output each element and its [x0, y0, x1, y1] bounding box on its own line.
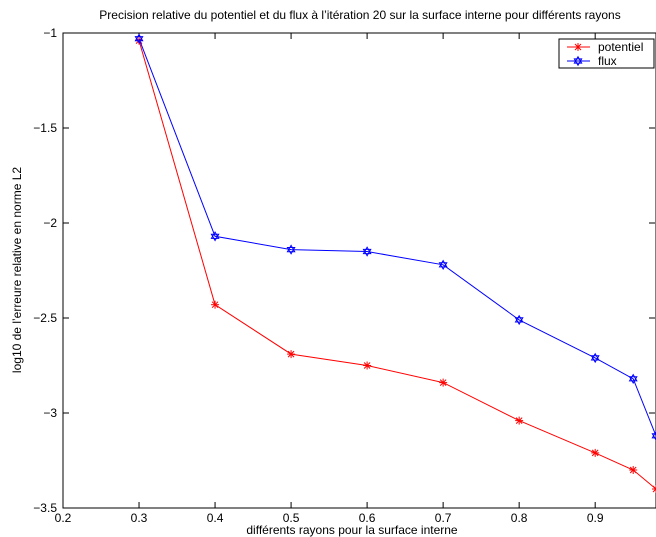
data-point-potentiel-stroke	[629, 466, 637, 474]
y-tick-label: −3	[43, 406, 57, 420]
data-point-potentiel	[363, 361, 372, 370]
x-axis: 0.2 0.3 0.4 0.5 0.6 0.7 0.8 0.9	[55, 33, 604, 525]
data-point-potentiel-stroke	[591, 449, 599, 457]
data-point-potentiel	[515, 416, 524, 425]
x-tick-label: 0.7	[435, 511, 452, 525]
legend-label-flux: flux	[598, 54, 617, 68]
data-point-flux	[134, 33, 144, 44]
data-point-potentiel-stroke	[287, 350, 295, 358]
y-axis-label: log10 de l’erreure relative en norme L2	[10, 167, 24, 373]
data-point-flux-tri-down	[210, 233, 220, 242]
data-point-flux	[651, 430, 656, 441]
data-point-flux-tri-up	[286, 244, 296, 253]
data-point-flux-tri-down	[438, 262, 448, 270]
y-tick-label: −2.5	[33, 311, 57, 325]
y-tick-label: −3.5	[33, 501, 57, 515]
data-point-potentiel-stroke	[211, 301, 219, 309]
data-point-flux-tri-up	[362, 246, 372, 255]
data-point-flux-tri-up	[438, 259, 448, 268]
data-point-flux-tri-down	[286, 247, 296, 255]
y-tick-label: −1	[43, 26, 57, 40]
x-tick-label: 0.8	[511, 511, 528, 525]
legend: potentiel flux	[558, 38, 655, 69]
x-axis-label: différents rayons pour la surface intern…	[246, 523, 458, 537]
data-point-flux-tri-up	[628, 373, 638, 382]
chart-title: Precision relative du potentiel et du fl…	[99, 8, 620, 22]
data-point-potentiel-stroke	[363, 362, 371, 369]
series-layer	[134, 33, 656, 493]
data-point-flux-tri-up	[651, 430, 656, 439]
x-tick-label: 0.3	[131, 511, 148, 525]
data-point-potentiel	[629, 466, 638, 474]
legend-marker-glyph-tri-up	[573, 55, 583, 64]
legend-marker-flux	[573, 55, 583, 67]
data-point-potentiel	[439, 378, 448, 387]
data-point-flux-tri-down	[134, 36, 144, 44]
data-point-potentiel-stroke	[515, 417, 523, 424]
x-tick-label: 0.4	[207, 511, 224, 525]
legend-marker-potentiel	[574, 43, 582, 51]
y-axis: −1 −1.5 −2 −2.5 −3 −3.5	[33, 26, 655, 515]
data-point-flux	[438, 259, 448, 270]
data-point-potentiel	[591, 448, 600, 457]
x-tick-label: 0.6	[359, 511, 376, 525]
x-tick-label: 0.5	[283, 511, 300, 525]
x-tick-label: 0.9	[587, 511, 604, 525]
legend-label-potentiel: potentiel	[598, 40, 643, 54]
x-tick-label: 0.2	[55, 511, 72, 525]
data-point-flux-tri-up	[134, 33, 144, 42]
y-tick-label: −2	[43, 216, 57, 230]
data-point-flux-tri-down	[628, 376, 638, 385]
plot-area	[62, 32, 656, 509]
data-point-flux-tri-up	[514, 314, 524, 323]
data-point-flux	[628, 373, 638, 385]
data-point-potentiel	[211, 300, 220, 309]
data-point-potentiel	[652, 485, 656, 493]
legend-marker-glyph	[573, 55, 583, 67]
y-tick-label: −1.5	[33, 121, 57, 135]
data-point-potentiel	[287, 350, 296, 359]
data-point-flux-tri-up	[590, 352, 600, 361]
legend-marker-glyph-stroke	[574, 43, 582, 51]
data-point-potentiel-stroke	[439, 379, 447, 386]
data-point-flux	[286, 244, 296, 255]
data-point-potentiel-stroke	[652, 485, 656, 490]
data-point-flux-tri-down	[590, 355, 600, 364]
data-point-flux	[590, 352, 600, 364]
data-point-flux-tri-down	[362, 248, 372, 257]
data-point-flux-tri-down	[651, 433, 656, 441]
data-point-flux	[210, 231, 220, 242]
series-line-flux	[138, 38, 656, 436]
legend-marker-glyph-tri-down	[573, 58, 583, 67]
data-point-flux	[514, 314, 524, 326]
data-point-flux	[362, 246, 372, 257]
data-point-flux-tri-up	[210, 231, 220, 239]
data-point-flux-tri-down	[514, 317, 524, 326]
data-point-potentiel-stroke	[652, 488, 656, 493]
legend-marker-glyph	[574, 43, 582, 51]
